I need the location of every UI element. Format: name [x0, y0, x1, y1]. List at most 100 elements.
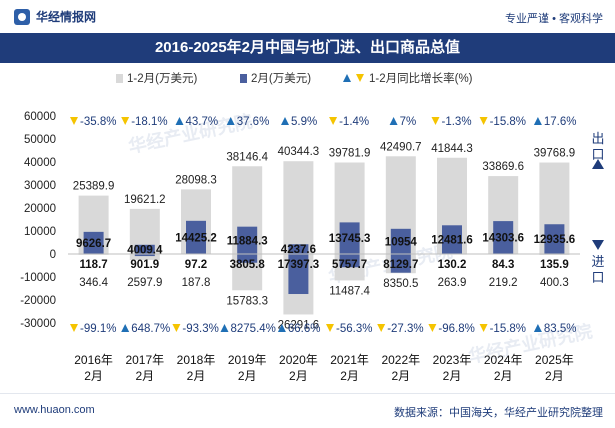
chart-area: 华经产业研究院华经产业研究院华经产业研究院1-2月(万美元)2月(万美元)1-2… [0, 63, 615, 393]
label-export-monthly: 10954 [385, 236, 418, 248]
x-tick-year: 2020年 [279, 353, 318, 367]
growth-import-label: -15.8% [490, 323, 526, 335]
tagline: 专业严谨 • 客观科学 [505, 10, 603, 26]
y-tick-label: 20000 [24, 203, 56, 215]
label-import-monthly: 97.2 [185, 259, 207, 271]
growth-export-arrow-up [281, 117, 289, 125]
legend-label-growth: 1-2月同比增长率(%) [369, 71, 473, 85]
growth-import-arrow-down [428, 324, 436, 332]
growth-import-label: 648.7% [131, 323, 170, 335]
top-bar: 华经情报网 专业严谨 • 客观科学 [0, 0, 615, 32]
x-tick-year: 2019年 [228, 353, 267, 367]
x-tick-year: 2022年 [381, 353, 420, 367]
growth-export-label: 7% [400, 116, 417, 128]
y-tick-label: 60000 [24, 111, 56, 123]
y-tick-label: 10000 [24, 226, 56, 238]
label-export-cumulative: 41844.3 [431, 143, 473, 155]
growth-import-arrow-down [377, 324, 385, 332]
footer: www.huaon.com 数据来源：中国海关，华经产业研究院整理 [0, 393, 615, 428]
label-import-monthly: 135.9 [540, 259, 569, 271]
label-export-monthly: 12481.6 [431, 235, 473, 247]
growth-export-label: -18.1% [131, 116, 167, 128]
y-tick-label: 50000 [24, 134, 56, 146]
label-import-cumulative: 263.9 [438, 277, 467, 289]
side-down-arrow-icon [592, 240, 604, 250]
growth-import-arrow-up [221, 324, 229, 332]
brand-name: 华经情报网 [36, 8, 96, 25]
label-import-monthly: 17397.3 [278, 259, 320, 271]
growth-export-label: 43.7% [186, 116, 219, 128]
legend-label-monthly: 2月(万美元) [251, 71, 311, 85]
y-tick-label: 0 [50, 249, 56, 261]
growth-export-arrow-up [390, 117, 398, 125]
x-tick-month: 2月 [443, 369, 462, 383]
x-tick-month: 2月 [84, 369, 103, 383]
growth-import-label: -93.3% [182, 323, 218, 335]
x-tick-year: 2018年 [177, 353, 216, 367]
bar-export-cumulative [283, 161, 313, 254]
growth-import-arrow-down [326, 324, 334, 332]
growth-import-label: -56.3% [336, 323, 372, 335]
label-import-monthly: 84.3 [492, 259, 514, 271]
label-import-cumulative: 11487.4 [329, 285, 370, 297]
x-tick-month: 2月 [135, 369, 154, 383]
brand-logo[interactable]: 华经情报网 [14, 8, 96, 25]
growth-import-arrow-up [534, 324, 542, 332]
x-tick-month: 2月 [494, 369, 513, 383]
growth-export-label: -1.3% [442, 116, 472, 128]
label-export-cumulative: 33869.6 [482, 161, 524, 173]
growth-import-arrow-down [480, 324, 488, 332]
label-import-monthly: 8129.7 [383, 259, 418, 271]
label-export-cumulative: 28098.3 [175, 174, 217, 186]
growth-import-label: 83.5% [544, 323, 577, 335]
label-export-cumulative: 39781.9 [329, 148, 371, 160]
growth-import-label: 66.6% [288, 323, 321, 335]
legend-up-arrow [343, 74, 351, 82]
data-source: 数据来源：中国海关，华经产业研究院整理 [394, 404, 603, 420]
label-export-cumulative: 42490.7 [380, 141, 422, 153]
x-tick-year: 2024年 [484, 353, 523, 367]
growth-export-arrow-down [121, 117, 129, 125]
x-tick-year: 2016年 [74, 353, 113, 367]
x-tick-month: 2月 [340, 369, 359, 383]
label-export-monthly: 14425.2 [175, 232, 217, 244]
y-tick-label: -20000 [20, 295, 56, 307]
x-tick-month: 2月 [545, 369, 564, 383]
label-export-cumulative: 19621.2 [124, 194, 166, 206]
label-export-cumulative: 38146.4 [226, 151, 268, 163]
x-tick-month: 2月 [238, 369, 257, 383]
label-export-monthly: 12935.6 [534, 234, 576, 246]
growth-export-label: -1.4% [339, 116, 369, 128]
label-import-cumulative: 15783.3 [226, 295, 268, 307]
chart-title: 2016-2025年2月中国与也门进、出口商品总值 [0, 33, 615, 63]
growth-export-arrow-down [70, 117, 78, 125]
x-tick-year: 2017年 [125, 353, 164, 367]
label-import-monthly: 3805.8 [230, 259, 266, 271]
growth-import-arrow-up [121, 324, 129, 332]
side-label-export-1: 出 [591, 131, 604, 146]
y-tick-label: 30000 [24, 180, 56, 192]
label-import-monthly: 5757.7 [332, 259, 367, 271]
legend-down-arrow [356, 74, 364, 82]
label-import-monthly: 901.9 [130, 259, 159, 271]
growth-export-label: 37.6% [237, 116, 270, 128]
label-import-cumulative: 8350.5 [383, 278, 418, 290]
legend-label-cumulative: 1-2月(万美元) [127, 71, 197, 85]
x-tick-month: 2月 [187, 369, 206, 383]
growth-export-arrow-down [432, 117, 440, 125]
label-import-cumulative: 2597.9 [127, 277, 162, 289]
x-tick-year: 2025年 [535, 353, 574, 367]
growth-export-arrow-down [480, 117, 488, 125]
label-export-monthly: 11884.3 [227, 235, 268, 247]
x-tick-year: 2023年 [433, 353, 472, 367]
legend-swatch-monthly [240, 74, 247, 83]
growth-import-arrow-down [70, 324, 78, 332]
label-export-cumulative: 25389.9 [73, 181, 115, 193]
y-tick-label: 40000 [24, 157, 56, 169]
y-tick-label: -10000 [20, 272, 56, 284]
growth-import-label: -27.3% [387, 323, 423, 335]
website-link[interactable]: www.huaon.com [14, 404, 95, 416]
growth-export-arrow-up [176, 117, 184, 125]
label-import-monthly: 130.2 [438, 259, 467, 271]
label-import-cumulative: 346.4 [79, 277, 108, 289]
